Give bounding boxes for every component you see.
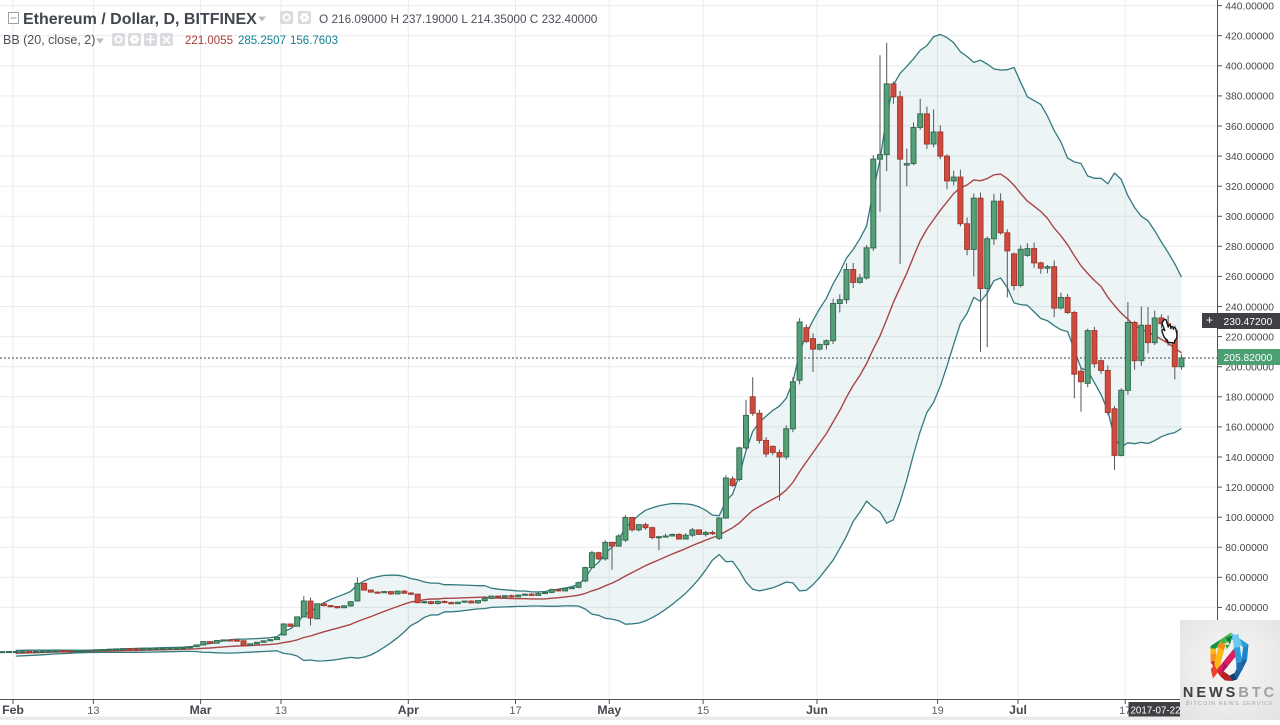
svg-text:13: 13 bbox=[275, 705, 287, 717]
svg-text:300.00000: 300.00000 bbox=[1225, 212, 1274, 223]
svg-text:Apr: Apr bbox=[398, 703, 419, 717]
svg-text:40.00000: 40.00000 bbox=[1225, 603, 1268, 614]
svg-text:420.00000: 420.00000 bbox=[1225, 32, 1274, 43]
svg-text:13: 13 bbox=[87, 705, 99, 717]
svg-text:100.00000: 100.00000 bbox=[1225, 513, 1274, 524]
svg-text:60.00000: 60.00000 bbox=[1225, 573, 1268, 584]
svg-text:17: 17 bbox=[509, 705, 521, 717]
svg-text:205.82000: 205.82000 bbox=[1224, 353, 1273, 364]
svg-text:140.00000: 140.00000 bbox=[1225, 453, 1274, 464]
svg-text:Jul: Jul bbox=[1009, 703, 1027, 717]
svg-text:Jun: Jun bbox=[806, 703, 828, 717]
svg-text:260.00000: 260.00000 bbox=[1225, 272, 1274, 283]
svg-text:180.00000: 180.00000 bbox=[1225, 393, 1274, 404]
svg-text:360.00000: 360.00000 bbox=[1225, 122, 1274, 133]
svg-text:320.00000: 320.00000 bbox=[1225, 182, 1274, 193]
svg-text:380.00000: 380.00000 bbox=[1225, 92, 1274, 103]
svg-text:15: 15 bbox=[697, 705, 709, 717]
svg-text:220.00000: 220.00000 bbox=[1225, 332, 1274, 343]
svg-text:May: May bbox=[597, 703, 621, 717]
svg-text:120.00000: 120.00000 bbox=[1225, 483, 1274, 494]
svg-text:440.00000: 440.00000 bbox=[1225, 1, 1274, 12]
svg-text:80.00000: 80.00000 bbox=[1225, 543, 1268, 554]
svg-text:Feb: Feb bbox=[2, 703, 24, 717]
svg-text:BB (20, close, 2): BB (20, close, 2) bbox=[3, 33, 95, 47]
svg-text:240.00000: 240.00000 bbox=[1225, 302, 1274, 313]
svg-text:230.47200: 230.47200 bbox=[1224, 317, 1273, 328]
svg-text:340.00000: 340.00000 bbox=[1225, 152, 1274, 163]
svg-text:2017-07-22: 2017-07-22 bbox=[1130, 706, 1180, 717]
svg-text:+: + bbox=[1206, 313, 1213, 327]
svg-text:221.0055: 221.0055 bbox=[185, 35, 233, 47]
svg-text:285.2507: 285.2507 bbox=[238, 35, 286, 47]
svg-text:400.00000: 400.00000 bbox=[1225, 62, 1274, 73]
svg-text:O 216.09000 H 237.19000 L 214.: O 216.09000 H 237.19000 L 214.35000 C 23… bbox=[319, 12, 598, 26]
svg-text:156.7603: 156.7603 bbox=[290, 35, 338, 47]
svg-text:Ethereum / Dollar, D, BITFINEX: Ethereum / Dollar, D, BITFINEX bbox=[23, 11, 257, 28]
svg-text:Mar: Mar bbox=[190, 703, 212, 717]
svg-text:160.00000: 160.00000 bbox=[1225, 423, 1274, 434]
svg-text:280.00000: 280.00000 bbox=[1225, 242, 1274, 253]
svg-text:19: 19 bbox=[931, 705, 943, 717]
